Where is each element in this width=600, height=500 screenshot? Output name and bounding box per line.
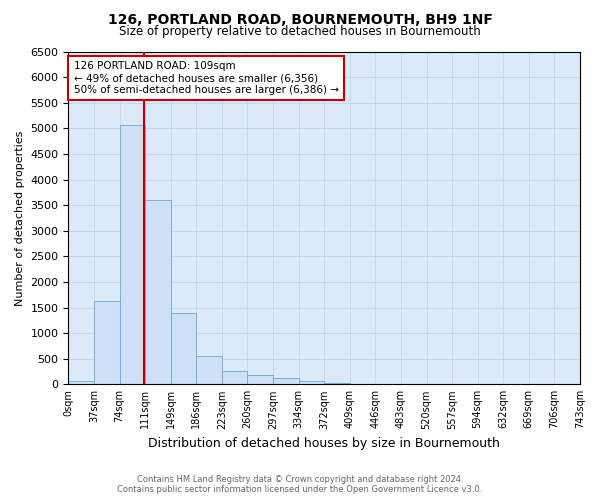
Bar xyxy=(222,371,247,384)
Bar xyxy=(145,200,171,384)
X-axis label: Distribution of detached houses by size in Bournemouth: Distribution of detached houses by size … xyxy=(148,437,500,450)
Bar xyxy=(119,125,145,384)
Y-axis label: Number of detached properties: Number of detached properties xyxy=(15,130,25,306)
Title: 126, PORTLAND ROAD, BOURNEMOUTH, BH9 1NF
Size of property relative to detached h: 126, PORTLAND ROAD, BOURNEMOUTH, BH9 1NF… xyxy=(0,499,1,500)
Bar xyxy=(299,382,324,384)
Bar xyxy=(94,302,119,384)
Bar xyxy=(196,356,222,384)
Text: 126 PORTLAND ROAD: 109sqm
← 49% of detached houses are smaller (6,356)
50% of se: 126 PORTLAND ROAD: 109sqm ← 49% of detac… xyxy=(74,62,338,94)
Bar xyxy=(171,313,196,384)
Bar xyxy=(273,378,299,384)
Bar xyxy=(247,376,273,384)
Text: Contains HM Land Registry data © Crown copyright and database right 2024.
Contai: Contains HM Land Registry data © Crown c… xyxy=(118,474,482,494)
Text: 126, PORTLAND ROAD, BOURNEMOUTH, BH9 1NF: 126, PORTLAND ROAD, BOURNEMOUTH, BH9 1NF xyxy=(107,12,493,26)
Text: Size of property relative to detached houses in Bournemouth: Size of property relative to detached ho… xyxy=(119,25,481,38)
Bar xyxy=(68,381,94,384)
